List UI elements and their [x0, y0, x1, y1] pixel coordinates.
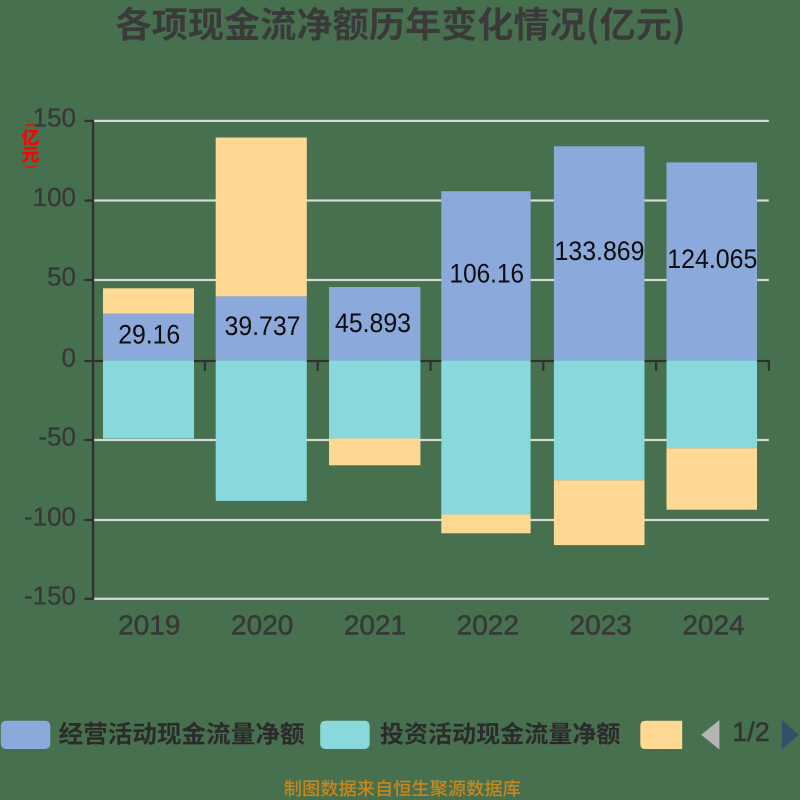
svg-text:2019: 2019: [118, 610, 180, 641]
svg-text:106.16: 106.16: [450, 258, 525, 288]
svg-text:100: 100: [33, 182, 76, 212]
svg-text:29.16: 29.16: [118, 320, 180, 350]
svg-text:2021: 2021: [344, 610, 406, 641]
svg-text:2022: 2022: [457, 610, 519, 641]
svg-text:-100: -100: [24, 502, 76, 532]
svg-text:2020: 2020: [231, 610, 293, 641]
svg-text:-150: -150: [24, 581, 76, 611]
svg-text:150: 150: [33, 103, 76, 133]
svg-text:2024: 2024: [682, 610, 744, 641]
svg-text:1/2: 1/2: [732, 717, 770, 747]
svg-text:50: 50: [47, 262, 76, 292]
svg-text:-50: -50: [38, 422, 76, 452]
svg-text:124.065: 124.065: [667, 244, 757, 274]
svg-text:133.869: 133.869: [555, 236, 645, 266]
svg-text:2023: 2023: [570, 610, 632, 641]
svg-text:45.893: 45.893: [335, 308, 411, 338]
svg-text:39.737: 39.737: [225, 311, 301, 341]
svg-text:0: 0: [62, 343, 76, 373]
